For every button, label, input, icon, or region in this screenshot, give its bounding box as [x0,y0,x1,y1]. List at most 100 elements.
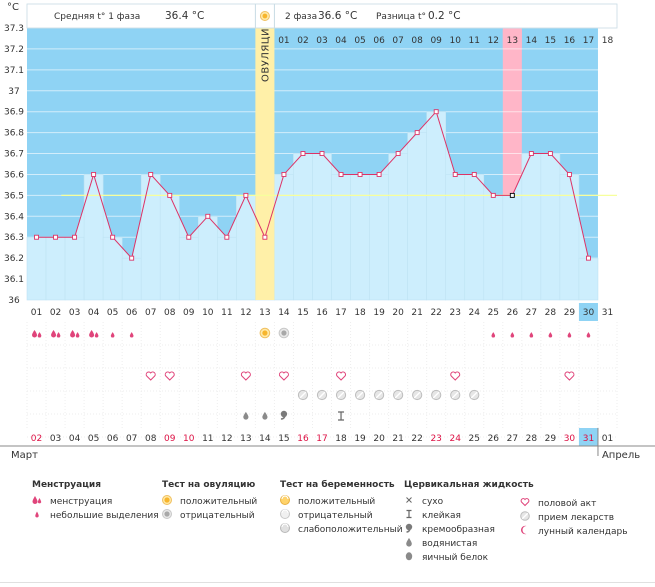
date-label: 02 [31,434,42,444]
phase1-label: Средняя t° 1 фаза [54,12,140,22]
temperature-point [566,172,572,177]
legend-label: кремообразная [422,525,495,535]
menstruation-icon [75,332,80,338]
temperature-point [433,109,439,115]
cycle-day-label: 11 [221,308,232,318]
date-label: 28 [526,434,538,444]
ovulation-column [255,28,275,300]
egg-white-icon [405,552,413,561]
temperature-bar [445,174,466,301]
spotting-icon [510,332,515,338]
legend-item: слабоположительный [280,523,403,537]
heart-icon [450,371,461,381]
top-day-label: 17 [583,36,594,46]
legend-item: лунный календарь [520,525,628,539]
y-tick-label: 36.1 [4,275,24,285]
pill-stripe [432,391,440,399]
temperature-point [262,234,268,240]
temperature-bar [483,195,504,301]
temperature-point [376,172,382,177]
temperature-point [53,234,58,240]
temperature-point [490,192,496,198]
top-day-label: 18 [602,36,614,46]
pill-stripe [337,391,345,399]
pill-stripe [318,391,326,399]
cycle-day-label: 16 [316,308,328,318]
temperature-point [528,151,534,156]
spotting-icon [548,332,553,338]
temperature-point [110,234,116,240]
pill-stripe [470,391,478,399]
date-label: 10 [183,434,195,444]
top-day-highlight [502,30,522,48]
legend-item: половой акт [520,497,628,511]
spotting-icon [529,332,534,338]
y-tick-label: 37.3 [4,24,24,34]
date-label: 22 [411,434,422,444]
date-label: 19 [354,434,366,444]
temperature-bar [102,236,123,301]
legend-label: отрицательный [298,511,373,521]
heart-icon [336,371,347,381]
temperature-bar [521,153,542,301]
top-day-label: 05 [354,36,365,46]
legend-item: водянистая [404,537,534,551]
heart-icon [520,498,530,507]
temperature-point [414,130,420,136]
cycle-day-label: 07 [145,308,156,318]
temperature-point [509,192,515,198]
legend-title: Тест на овуляцию [162,480,256,490]
menstruation-icon [51,330,57,338]
y-tick-label: 36.9 [4,108,24,118]
legend-item: отрицательный [280,509,403,523]
temperature-bar [559,174,580,301]
diff-label: Разница t° [376,12,426,22]
month-end-label: Апрель [602,450,640,461]
date-label: 24 [449,434,461,444]
y-unit-label: °C [7,2,19,13]
phase2-label: 2 фаза [285,12,317,22]
cycle-day-label: 05 [107,308,118,318]
ovulation-positive-icon [162,495,172,505]
watery-icon [406,538,412,547]
pill-stripe [394,391,402,399]
top-day-label: 14 [526,36,538,46]
y-tick-label: 37 [8,87,19,97]
ovulation-label: ОВУЛЯЦИЯ [260,21,271,83]
current-date-highlight [578,428,598,446]
date-label: 31 [583,434,594,444]
spotting-icon [491,332,496,338]
legend-item: яичный белок [404,551,534,565]
future-area [597,28,617,300]
legend-label: яичный белок [422,553,489,563]
cycle-day-label: 24 [469,308,481,318]
top-day-label: 03 [316,36,327,46]
heart-icon [564,371,575,381]
cycle-day-label: 26 [507,308,519,318]
month-start-label: Март [11,450,38,461]
pill-icon [520,511,530,521]
cycle-day-label: 19 [373,308,385,318]
top-day-label: 15 [545,36,556,46]
temperature-point [300,151,306,156]
temperature-point [243,192,249,198]
cycle-day-label: 01 [31,308,42,318]
pill-stripe [413,391,421,399]
legend-item: отрицательный [162,509,257,523]
top-day-label: 16 [564,36,576,46]
watery-icon [262,411,268,420]
cycle-day-label: 12 [240,308,251,318]
temperature-point [186,234,192,240]
dry-icon [406,497,412,503]
menstruation-icon [56,332,61,338]
y-tick-label: 36.8 [4,129,24,139]
date-label: 12 [221,434,232,444]
date-label: 26 [488,434,500,444]
legend-item: клейкая [404,509,534,523]
cycle-day-label: 18 [354,308,366,318]
temperature-bar [45,236,66,301]
menstruation-icon [70,330,76,338]
date-label: 20 [373,434,385,444]
pill-stripe [356,391,364,399]
temperature-bar [578,257,599,301]
